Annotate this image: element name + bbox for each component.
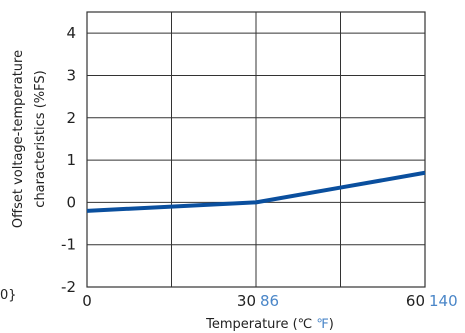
edge-glyph: 0}	[0, 288, 17, 303]
x-tick-label-c: 30	[237, 292, 256, 310]
y-tick-label: -2	[61, 278, 76, 296]
plot-frame	[86, 11, 426, 288]
y-tick-labels: 4 3 2 1 0 -1 -2	[61, 24, 76, 296]
x-tick-labels: 0 30 86 60 140	[82, 292, 457, 310]
y-tick-label: 3	[66, 66, 76, 84]
plot-border	[86, 11, 426, 288]
y-tick-label: 0	[66, 193, 76, 211]
y-tick-label: -1	[61, 236, 76, 254]
x-tick-label-f: 140	[429, 292, 458, 310]
y-tick-label: 1	[66, 151, 76, 169]
y-axis-label-line2: characteristics (%FS)	[33, 70, 48, 207]
y-axis-label-line1: Offset voltage-temperature	[11, 50, 26, 228]
x-axis-label-main: Temperature (℃	[205, 317, 316, 332]
x-axis-label: Temperature (℃ ℉)	[205, 317, 334, 332]
x-tick-label-c: 0	[82, 292, 92, 310]
y-tick-label: 2	[66, 109, 76, 127]
x-tick-label-c: 60	[406, 292, 425, 310]
series-line	[86, 170, 426, 213]
series-layer	[86, 170, 426, 213]
grid	[86, 12, 426, 288]
y-tick-label: 4	[66, 24, 76, 42]
x-tick-label-f: 86	[260, 292, 279, 310]
x-axis-label-close: )	[329, 317, 334, 332]
x-axis-label-unit-f: ℉	[316, 317, 328, 332]
